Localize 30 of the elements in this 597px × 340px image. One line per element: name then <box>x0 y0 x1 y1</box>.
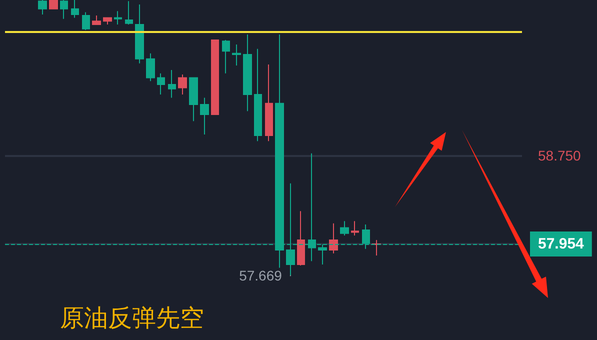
annotation: 原油反弹先空 <box>60 304 204 332</box>
candlestick <box>146 52 155 82</box>
candlestick <box>232 44 241 66</box>
y-tick-label: 57.954 <box>538 236 585 252</box>
annotation: 57.669 <box>239 268 282 284</box>
candlestick <box>297 210 305 266</box>
candlestick <box>222 40 230 74</box>
candlestick <box>103 17 112 25</box>
candlestick <box>114 10 122 25</box>
candlestick <box>178 74 187 95</box>
candlestick <box>82 12 90 30</box>
candlestick <box>265 64 273 142</box>
candlestick <box>157 72 165 95</box>
candlestick <box>92 15 101 25</box>
candlestick <box>329 222 338 254</box>
candlestick <box>211 40 219 115</box>
candlestick <box>60 0 68 20</box>
candlestick <box>135 4 144 64</box>
candlestick <box>189 77 198 122</box>
candlestick <box>243 34 252 112</box>
candlestick <box>254 48 262 142</box>
candlestick <box>168 70 176 98</box>
candlestick <box>38 0 47 15</box>
candlestick <box>340 220 349 236</box>
candlestick <box>71 0 79 18</box>
candlestick <box>125 0 133 25</box>
candlestick <box>49 0 58 10</box>
candlestick <box>200 97 209 135</box>
y-tick-label: 58.750 <box>538 148 582 164</box>
candlestick <box>351 220 359 236</box>
